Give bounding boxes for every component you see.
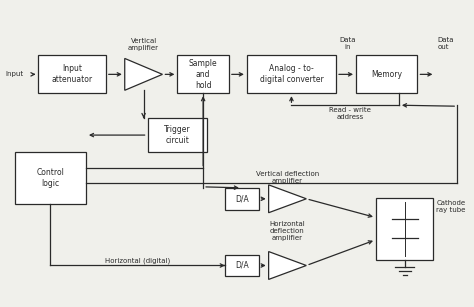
Bar bbox=[177, 56, 229, 93]
Text: Sample
and
hold: Sample and hold bbox=[189, 59, 218, 90]
Text: Vertical
amplifier: Vertical amplifier bbox=[128, 38, 159, 52]
Text: Horizontal (digital): Horizontal (digital) bbox=[105, 257, 170, 263]
Bar bbox=[356, 56, 418, 93]
Polygon shape bbox=[269, 185, 306, 213]
Text: Input: Input bbox=[6, 71, 24, 77]
Text: Cathode
ray tube: Cathode ray tube bbox=[437, 200, 465, 213]
Text: Read - write
address: Read - write address bbox=[329, 107, 371, 120]
Text: Vertical deflection
amplifier: Vertical deflection amplifier bbox=[256, 171, 319, 184]
Text: Input
attenuator: Input attenuator bbox=[52, 64, 93, 84]
Bar bbox=[147, 118, 207, 152]
Polygon shape bbox=[269, 251, 306, 279]
Text: Horizontal
deflection
amplifier: Horizontal deflection amplifier bbox=[270, 221, 305, 241]
Bar bbox=[376, 198, 433, 259]
Text: Analog - to-
digital converter: Analog - to- digital converter bbox=[260, 64, 323, 84]
Bar bbox=[247, 56, 336, 93]
Text: D/A: D/A bbox=[235, 194, 249, 203]
Text: Control
logic: Control logic bbox=[36, 168, 64, 188]
Bar bbox=[225, 188, 259, 210]
Text: Data
in: Data in bbox=[340, 37, 356, 50]
Bar bbox=[38, 56, 106, 93]
Polygon shape bbox=[125, 58, 163, 90]
Text: D/A: D/A bbox=[235, 261, 249, 270]
Text: Trigger
circuit: Trigger circuit bbox=[164, 125, 191, 145]
Text: Data
out: Data out bbox=[438, 37, 454, 50]
Bar bbox=[15, 152, 86, 204]
Text: Memory: Memory bbox=[371, 70, 402, 79]
Bar bbox=[225, 255, 259, 276]
